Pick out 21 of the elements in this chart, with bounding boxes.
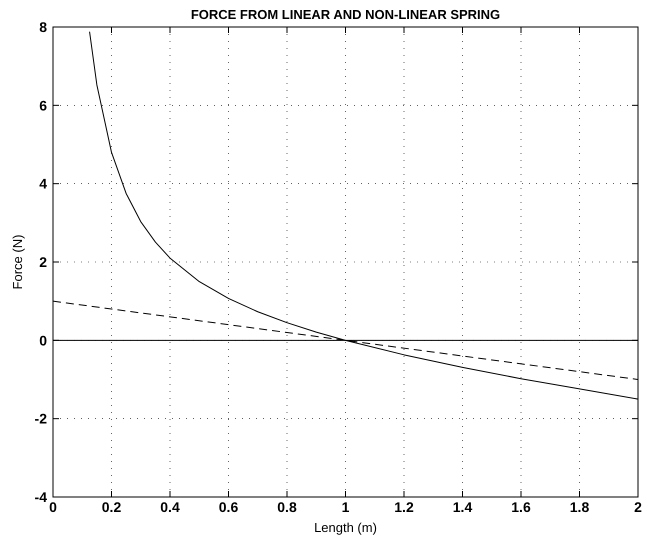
y-tick-label: 6 bbox=[39, 97, 48, 114]
x-tick-label: 1.2 bbox=[394, 499, 414, 515]
y-tick-label: 4 bbox=[39, 176, 48, 192]
y-tick-label: -2 bbox=[34, 410, 48, 427]
x-tick-label: 0.2 bbox=[102, 499, 122, 515]
y-tick-label: 0 bbox=[39, 332, 48, 348]
x-tick-label: 1.6 bbox=[511, 499, 531, 515]
x-tick-label: 1.4 bbox=[452, 499, 472, 515]
x-tick-label: 0.8 bbox=[277, 499, 297, 515]
y-tick-label: 2 bbox=[39, 254, 48, 270]
y-tick-label: 8 bbox=[39, 19, 48, 35]
x-tick-label: 0 bbox=[49, 499, 58, 515]
y-axis-title: Force (N) bbox=[10, 234, 25, 290]
x-tick-label: 0.4 bbox=[160, 499, 180, 515]
x-tick-label: 2 bbox=[634, 499, 642, 515]
x-axis-title: Length (m) bbox=[314, 520, 377, 535]
x-tick-label: 1.8 bbox=[570, 499, 590, 515]
x-tick-label: 1 bbox=[342, 499, 350, 515]
chart-title: FORCE FROM LINEAR AND NON-LINEAR SPRING bbox=[190, 7, 500, 22]
x-tick-label: 0.6 bbox=[218, 499, 238, 515]
y-tick-label: -4 bbox=[34, 489, 48, 505]
